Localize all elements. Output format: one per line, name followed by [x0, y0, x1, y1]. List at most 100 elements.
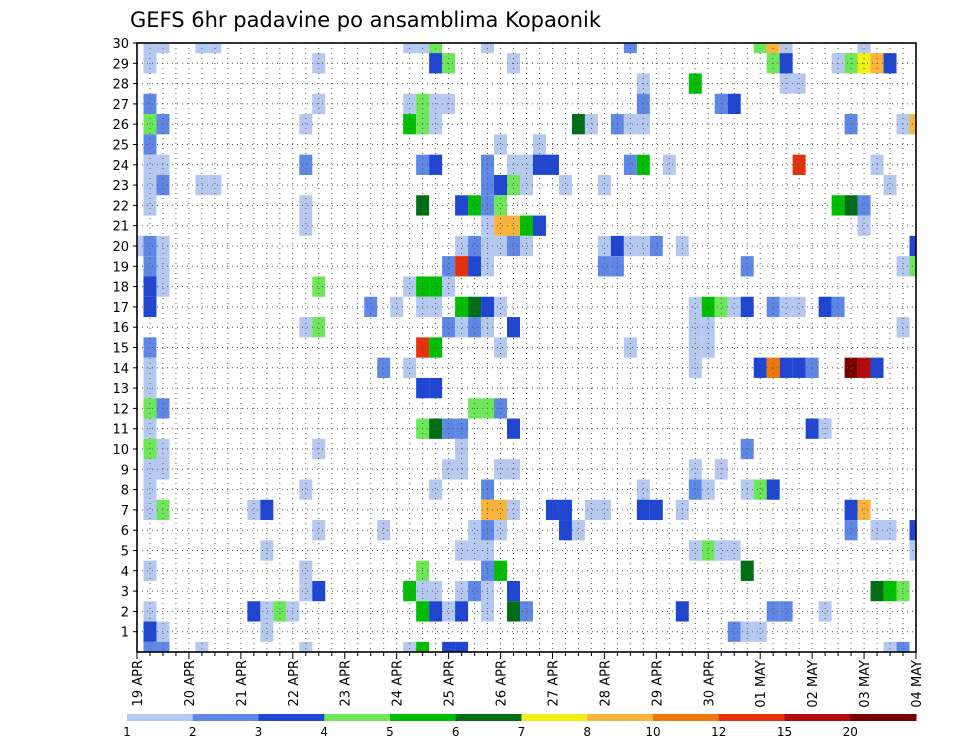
heatmap-cell: [831, 195, 845, 216]
heatmap-cell: [571, 114, 585, 135]
heatmap-cell: [455, 641, 469, 652]
heatmap-cell: [403, 276, 417, 297]
y-tick-label: 7: [121, 504, 129, 519]
colorbar-swatch: [390, 714, 457, 721]
y-tick-label: 8: [121, 484, 129, 499]
heatmap-cell: [312, 317, 326, 338]
heatmap-cell: [636, 154, 650, 175]
y-tick-label: 10: [112, 443, 129, 458]
heatmap-cell: [779, 601, 793, 622]
heatmap-cell: [494, 560, 508, 581]
heatmap-cell: [494, 459, 508, 480]
heatmap-cell: [416, 641, 430, 652]
heatmap-cell: [390, 296, 404, 318]
heatmap-cell: [137, 235, 144, 257]
heatmap-cell: [883, 174, 897, 196]
heatmap-cell: [442, 317, 456, 338]
heatmap-cell: [766, 601, 780, 622]
heatmap-cell: [455, 317, 469, 338]
heatmap-cell: [688, 357, 702, 378]
x-tick-label: 23 APR: [339, 660, 354, 706]
colorbar-label: 3: [255, 725, 263, 739]
colorbar-swatch: [324, 714, 391, 721]
heatmap-cell: [403, 114, 417, 135]
heatmap-cell: [571, 520, 585, 541]
y-tick-label: 15: [112, 342, 129, 357]
heatmap-cell: [844, 357, 858, 378]
heatmap-cell: [701, 296, 715, 318]
heatmap-cell: [377, 520, 391, 541]
plot-frame: [136, 42, 917, 653]
heatmap-cell: [468, 195, 482, 216]
heatmap-cell: [260, 601, 274, 622]
heatmap-cell: [143, 459, 157, 480]
heatmap-cell: [779, 296, 793, 318]
heatmap-cell: [429, 154, 443, 175]
heatmap-cell: [429, 580, 443, 602]
colorbar-swatch: [718, 714, 785, 721]
x-tick-label: 01 MAY: [754, 660, 769, 708]
heatmap-cell: [623, 235, 637, 257]
y-tick-label: 18: [112, 281, 129, 296]
colorbar-swatch: [653, 714, 720, 721]
heatmap-cell: [429, 479, 443, 500]
heatmap-cell: [597, 256, 611, 277]
y-tick-label: 16: [112, 321, 129, 336]
heatmap-cell: [143, 134, 157, 155]
heatmap-cell: [468, 540, 482, 561]
colorbar-label: 15: [777, 725, 792, 739]
heatmap-cell: [247, 499, 261, 521]
heatmap-cell: [494, 296, 508, 318]
heatmap-cell: [143, 195, 157, 216]
heatmap-cell: [857, 195, 871, 216]
heatmap-cell: [143, 479, 157, 500]
heatmap-cell: [857, 215, 871, 236]
heatmap-cell: [273, 601, 287, 622]
colorbar-label: 10: [645, 725, 660, 739]
heatmap-cell: [143, 621, 157, 642]
y-tick-label: 28: [112, 78, 129, 93]
heatmap-cell: [597, 499, 611, 521]
y-tick-label: 30: [112, 37, 129, 52]
heatmap-cell: [507, 174, 521, 196]
y-tick-label: 1: [121, 626, 129, 641]
heatmap-cell: [896, 114, 910, 135]
heatmap-cell: [597, 174, 611, 196]
heatmap-cell: [429, 601, 443, 622]
heatmap-cell: [494, 235, 508, 257]
x-tick-label: 02 MAY: [806, 660, 821, 708]
heatmap-cell: [766, 296, 780, 318]
x-tick-label: 28 APR: [598, 660, 613, 706]
colorbar: 1 2 3 4 5 6 7 8 10 12 15 20: [123, 714, 917, 739]
colorbar-swatch: [521, 714, 588, 721]
heatmap-cell: [507, 317, 521, 338]
y-tick-label: 21: [112, 220, 129, 235]
heatmap-cell: [520, 235, 533, 257]
heatmap-cell: [429, 296, 443, 318]
heatmap-cell: [779, 357, 793, 378]
heatmap-cell: [208, 174, 222, 196]
y-tick-label: 29: [112, 57, 129, 72]
y-tick-label: 19: [112, 260, 129, 275]
heatmap-cell: [143, 357, 157, 378]
heatmap-cell: [143, 276, 157, 297]
heatmap-cell: [429, 337, 443, 358]
heatmap-cell: [688, 479, 702, 500]
heatmap-cell: [312, 276, 326, 297]
heatmap-cell: [896, 317, 910, 338]
y-tick-label: 17: [112, 301, 129, 316]
y-tick-label: 14: [112, 362, 129, 377]
y-tick-label: 20: [112, 240, 129, 255]
heatmap-cell: [442, 641, 456, 652]
heatmap-cell: [299, 195, 313, 216]
heatmap-cell: [701, 479, 715, 500]
heatmap-cell: [688, 540, 702, 561]
heatmap-cell: [429, 114, 443, 135]
heatmap-cell: [494, 134, 508, 155]
heatmap-cell: [701, 317, 715, 338]
heatmap-cell: [143, 337, 157, 358]
y-axis: 1234567891011121314151617181920212223242…: [112, 37, 137, 641]
heatmap-cell: [532, 215, 546, 236]
heatmap-cell: [195, 174, 209, 196]
